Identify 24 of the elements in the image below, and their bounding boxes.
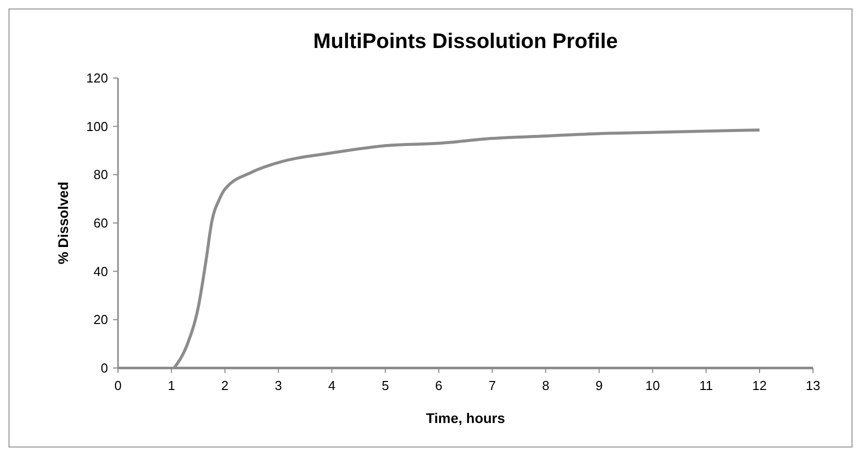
x-tick-label: 4 [328,378,336,393]
x-tick-label: 13 [806,378,820,393]
x-tick-label: 0 [114,378,122,393]
x-tick-label: 8 [542,378,550,393]
x-axis-title: Time, hours [426,410,506,426]
y-axis-title: % Dissolved [55,182,71,264]
x-tick-label: 12 [752,378,767,393]
x-tick-label: 9 [596,378,603,393]
x-tick-label: 2 [221,378,229,393]
x-tick-label: 3 [274,378,282,393]
y-tick-label: 120 [86,70,108,86]
y-tick-label: 80 [94,167,108,182]
x-tick-label: 10 [645,378,660,393]
y-tick-label: 20 [94,312,108,328]
chart-title: MultiPoints Dissolution Profile [313,30,618,53]
y-tick-label: 60 [94,216,108,231]
x-tick-label: 5 [382,378,389,393]
x-tick-label: 1 [168,378,176,393]
y-tick-label: 40 [94,264,108,279]
x-tick-label: 6 [435,378,442,393]
x-tick-label: 11 [699,378,713,393]
x-tick-label: 7 [488,378,496,393]
y-tick-label: 100 [86,118,108,134]
y-tick-label: 0 [100,360,108,376]
